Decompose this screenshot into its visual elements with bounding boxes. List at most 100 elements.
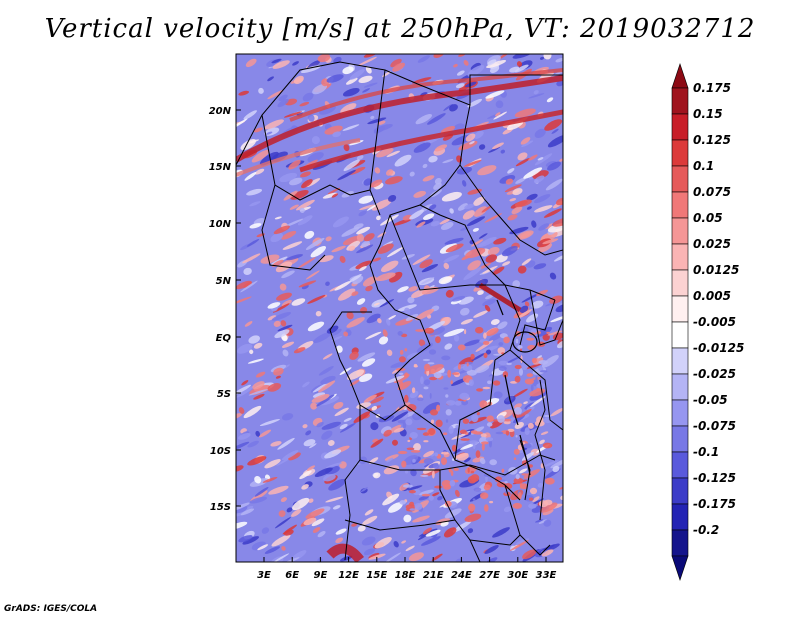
field-cell <box>493 391 503 399</box>
field-cell <box>254 475 262 484</box>
field-cell <box>245 58 257 68</box>
field-cell <box>402 484 413 488</box>
field-cell <box>398 372 404 375</box>
field-cell <box>520 232 532 239</box>
field-cell <box>530 384 534 391</box>
field-cell <box>516 61 523 67</box>
field-cell <box>377 120 386 125</box>
field-cell <box>454 334 460 342</box>
field-cell <box>272 60 290 69</box>
field-cell <box>251 149 270 163</box>
field-cell <box>495 100 504 109</box>
field-cell <box>357 352 376 362</box>
field-cell <box>238 407 245 414</box>
field-cell <box>521 451 535 462</box>
colorbar-swatch <box>671 87 689 115</box>
field-cell <box>483 352 488 359</box>
field-cell <box>401 460 407 468</box>
field-cell <box>428 349 437 355</box>
field-cell <box>409 508 416 511</box>
field-cell <box>425 529 441 537</box>
field-cell <box>489 500 494 504</box>
field-cell <box>343 144 350 152</box>
field-cell <box>324 125 343 135</box>
field-cell <box>543 499 553 506</box>
field-cell <box>360 486 368 493</box>
field-cell <box>368 553 386 560</box>
colorbar: 0.175 0.15 0.125 0.1 0.075 0.05 0.025 0.0125 0.0… <box>671 63 744 581</box>
field-cell <box>368 457 379 464</box>
field-cell <box>514 64 529 73</box>
field-cell <box>404 394 409 403</box>
field-cell <box>318 380 336 393</box>
field-cell <box>288 452 301 461</box>
field-cell <box>503 336 510 344</box>
field-cell <box>443 103 454 111</box>
field-cell <box>363 394 377 403</box>
latitude-tick-label: 5N <box>216 276 232 287</box>
field-cell <box>412 458 416 463</box>
field-cell <box>366 204 378 211</box>
field-cell <box>370 422 379 431</box>
field-cell <box>457 363 461 370</box>
field-cell <box>358 265 367 272</box>
field-cell <box>529 497 534 501</box>
field-cell <box>514 108 536 118</box>
field-cell <box>385 169 394 176</box>
field-cell <box>427 362 435 365</box>
field-cell <box>382 493 400 506</box>
longitude-tick-label: 30E <box>507 570 528 581</box>
field-cell <box>406 404 417 412</box>
field-cell <box>526 373 533 377</box>
field-cell <box>417 397 424 402</box>
field-cell <box>452 372 460 375</box>
field-cell <box>542 238 559 245</box>
field-cell <box>365 331 382 340</box>
field-cell <box>299 470 312 480</box>
field-cell <box>424 364 444 375</box>
field-cell <box>281 413 294 421</box>
field-cell <box>366 313 381 324</box>
field-cell <box>534 153 553 166</box>
field-cell <box>479 457 486 465</box>
field-cell <box>488 332 503 342</box>
field-cell <box>333 402 344 410</box>
field-cell <box>411 387 416 394</box>
field-cell <box>515 538 530 545</box>
field-cell <box>258 87 264 94</box>
field-cell <box>249 223 262 229</box>
colorbar-swatch <box>671 269 689 297</box>
field-cell <box>509 539 529 551</box>
field-cell <box>244 321 253 327</box>
field-cell <box>467 528 474 534</box>
field-cell <box>453 467 460 471</box>
field-cell <box>455 83 465 89</box>
field-cell <box>301 484 309 490</box>
field-cell <box>422 527 432 535</box>
field-cell <box>298 280 317 288</box>
field-cell <box>451 295 466 302</box>
field-cell <box>267 76 274 82</box>
field-cell <box>300 171 311 178</box>
map-title: Vertical velocity [m/s] at 250hPa, VT: 2… <box>44 14 756 44</box>
field-cell <box>540 431 549 435</box>
field-cell <box>443 328 465 337</box>
colorbar-swatch <box>671 295 689 323</box>
field-cell <box>498 360 509 366</box>
field-cell <box>547 134 563 148</box>
field-cell <box>513 457 517 461</box>
field-cell <box>283 529 294 536</box>
field-cell <box>403 514 412 523</box>
field-cell <box>485 557 498 562</box>
field-cell <box>507 214 518 221</box>
field-cell <box>317 531 326 538</box>
longitude-tick-label: 15E <box>366 570 387 581</box>
field-cell <box>428 204 437 210</box>
field-cell <box>519 305 529 313</box>
field-cell <box>521 362 528 371</box>
grads-credit: GrADS: IGES/COLA <box>4 604 98 614</box>
field-cell <box>276 292 292 301</box>
field-cell <box>460 438 470 441</box>
field-cell <box>332 216 349 228</box>
field-cell <box>408 490 416 494</box>
